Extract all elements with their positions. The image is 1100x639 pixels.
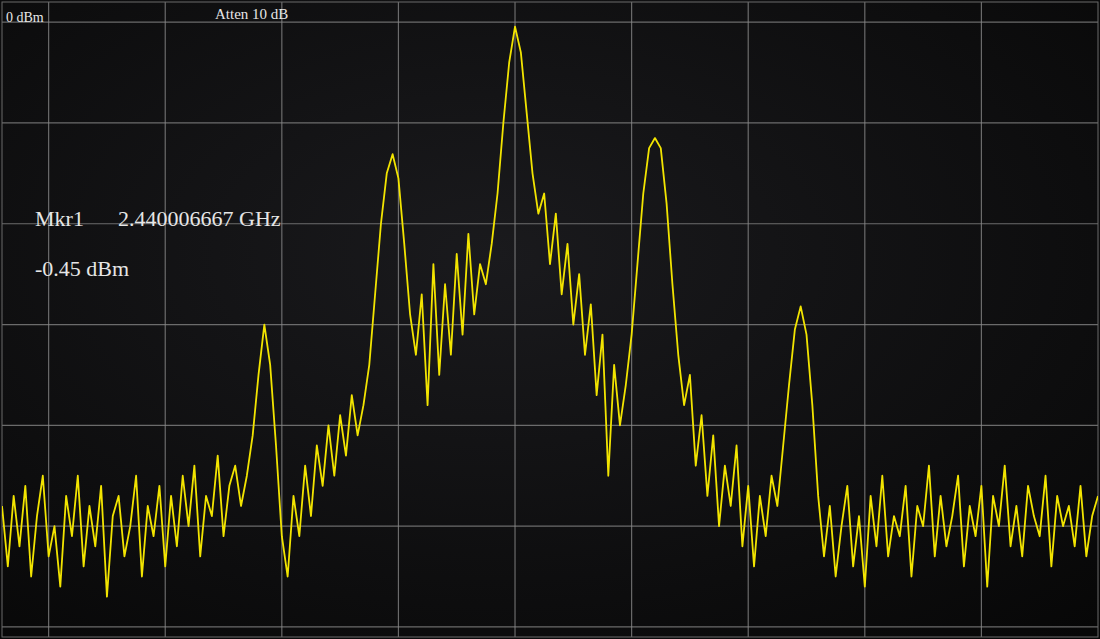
grid-line-x xyxy=(514,2,515,637)
plot-area xyxy=(2,27,1098,597)
plot-frame xyxy=(2,2,1098,637)
annotation: 0 dBm xyxy=(6,10,44,25)
annotation: -0.45 dBm xyxy=(35,256,129,281)
annotation: Mkr1 xyxy=(35,206,84,231)
grid-line-y xyxy=(2,425,1098,426)
grid-line-y xyxy=(2,22,1098,23)
annotations: 0 dBm Atten 10 dB Mkr1 2.440006667 GHz -0.45… xyxy=(6,6,288,281)
grid-line-y xyxy=(2,626,1098,627)
annotation: Atten 10 dB xyxy=(215,6,288,22)
grid xyxy=(2,2,1098,637)
annotation: 2.440006667 GHz xyxy=(118,206,281,231)
grid-line-x xyxy=(981,2,982,637)
background xyxy=(0,0,1100,639)
grid-line-y xyxy=(2,324,1098,325)
spectrum-chart: 0 dBm Atten 10 dB Mkr1 2.440006667 GHz -0.45… xyxy=(0,0,1100,639)
grid-line-x xyxy=(165,2,166,637)
grid-line-y xyxy=(2,122,1098,123)
grid-line-x xyxy=(748,2,749,637)
spectrum-trace xyxy=(2,27,1098,597)
grid-line-x xyxy=(398,2,399,637)
grid-line-x xyxy=(864,2,865,637)
